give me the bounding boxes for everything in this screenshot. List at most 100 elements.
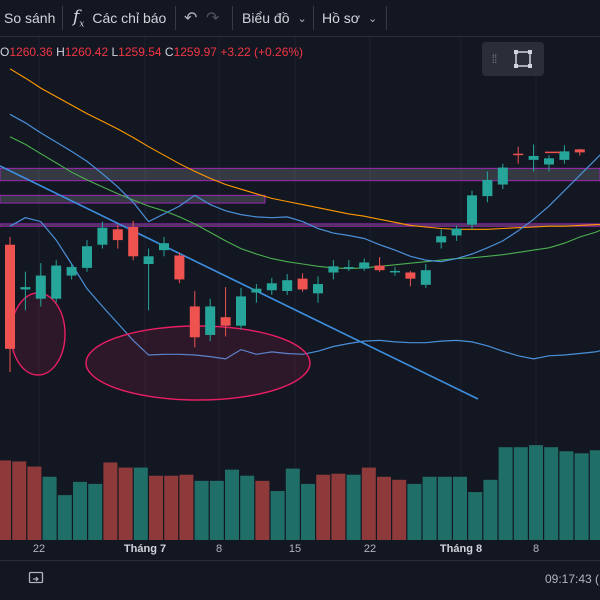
- candle-body: [189, 306, 200, 338]
- candle-body: [174, 255, 185, 280]
- chart-type-label: Biểu đồ: [242, 10, 290, 26]
- candle-body: [112, 229, 123, 241]
- volume-bar: [225, 469, 239, 540]
- indicators-label: Các chỉ báo: [92, 10, 167, 26]
- volume-bar: [301, 483, 315, 540]
- volume-bar: [316, 474, 331, 540]
- volume-bar: [12, 461, 27, 540]
- volume-bar: [103, 462, 118, 540]
- volume-bar: [544, 447, 559, 540]
- volume-bar: [133, 467, 148, 540]
- candle-body: [20, 287, 31, 290]
- volume-bar: [513, 447, 528, 540]
- profile-label: Hồ sơ: [322, 10, 360, 26]
- candle-body: [420, 270, 431, 285]
- candle-body: [497, 167, 508, 185]
- toolbar-divider: [62, 6, 63, 30]
- candle-body: [5, 244, 15, 349]
- candle-body: [544, 158, 554, 165]
- volume-bar: [392, 479, 407, 540]
- candle-body: [313, 284, 323, 294]
- candle-body: [559, 151, 570, 160]
- volume-bar: [346, 474, 361, 540]
- candle-body: [282, 280, 293, 291]
- compare-button[interactable]: So sánh: [0, 0, 62, 37]
- ohlc-legend: O1260.36 H1260.42 L1259.54 C1259.97 +3.2…: [0, 45, 303, 59]
- chevron-down-icon: ⌄: [297, 12, 307, 25]
- candle-body: [266, 283, 277, 291]
- candle-body: [390, 270, 400, 273]
- time-tick: Tháng 7: [123, 543, 167, 555]
- volume-bar: [42, 476, 57, 540]
- candle-body: [236, 296, 246, 326]
- volume-bar: [331, 473, 346, 540]
- open-label: O: [0, 45, 10, 59]
- candle-body: [513, 153, 524, 156]
- toolbar-divider: [313, 6, 314, 30]
- volume-bar: [0, 460, 11, 540]
- volume-bar: [361, 467, 376, 540]
- grip-icon[interactable]: ⁞⁞: [491, 52, 498, 66]
- candle-body: [297, 278, 308, 290]
- volume-bar: [240, 475, 255, 540]
- low-label: L: [111, 45, 119, 59]
- candle-body: [343, 267, 354, 269]
- candle-body: [220, 317, 231, 326]
- volume-bar: [285, 468, 300, 540]
- volume-bar: [255, 480, 270, 540]
- fullscreen-icon[interactable]: [514, 50, 532, 68]
- high-value: 1260.42: [64, 45, 109, 59]
- volume-bar: [437, 476, 452, 540]
- candle-body: [436, 236, 447, 243]
- time-tick: 22: [363, 543, 377, 555]
- undo-button[interactable]: ↶: [176, 0, 206, 37]
- volume-bar: [453, 476, 467, 540]
- candle-body: [467, 195, 477, 225]
- volume-bar: [407, 483, 422, 540]
- time-tick: 15: [288, 543, 302, 555]
- close-label: C: [164, 45, 174, 59]
- profile-dropdown[interactable]: Hồ sơ ⌄: [314, 0, 386, 37]
- highlight-band: [0, 223, 600, 227]
- status-time: 09:17:43 (: [545, 572, 600, 586]
- time-tick: 22: [32, 543, 46, 555]
- redo-icon: ↷: [206, 10, 220, 27]
- candle-body: [51, 265, 62, 299]
- toolbar-divider: [386, 6, 387, 30]
- volume-bar: [498, 447, 513, 540]
- volume-bar: [164, 475, 179, 540]
- status-bar: 09:17:43 (: [0, 560, 600, 600]
- candle-body: [528, 156, 539, 160]
- redo-button[interactable]: ↷: [206, 0, 232, 37]
- candle-body: [574, 149, 585, 153]
- volume-bar: [118, 467, 133, 540]
- volume-bar: [529, 445, 543, 540]
- toolbar-divider: [175, 6, 176, 30]
- candle-body: [205, 306, 216, 335]
- volume-bar: [88, 483, 103, 540]
- compare-label: So sánh: [4, 10, 56, 26]
- candle-body: [251, 288, 262, 293]
- chart-type-dropdown[interactable]: Biểu đồ ⌄: [233, 0, 313, 37]
- volume-bar: [377, 476, 391, 540]
- fx-icon: fx: [73, 6, 85, 30]
- annotation-ellipse: [10, 292, 66, 376]
- candle-body: [328, 266, 339, 273]
- time-tick: 8: [215, 543, 223, 555]
- candle-body: [143, 256, 154, 264]
- candle-body: [359, 262, 370, 269]
- indicators-button[interactable]: fx Các chỉ báo: [63, 0, 175, 37]
- bollinger-upper-line: [9, 113, 600, 263]
- volume-bar: [589, 450, 600, 540]
- time-tick: 8: [532, 543, 540, 555]
- low-value: 1259.54: [118, 45, 162, 59]
- candle-body: [159, 243, 169, 251]
- candle-body: [451, 228, 462, 236]
- candle-body: [128, 226, 139, 257]
- toolbar-divider: [232, 6, 233, 30]
- volume-bar: [27, 466, 42, 540]
- replay-icon[interactable]: [28, 571, 46, 587]
- candle-body: [35, 275, 46, 299]
- price-chart[interactable]: [0, 37, 600, 560]
- volume-bar: [57, 495, 72, 540]
